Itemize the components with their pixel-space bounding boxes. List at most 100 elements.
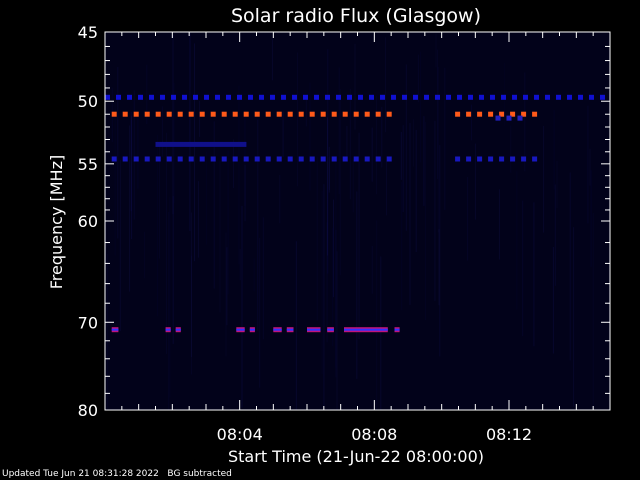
band-mark [287,111,293,117]
band-mark [232,111,238,117]
noise-streak [381,106,383,168]
noise-streak [413,119,415,167]
noise-streak [371,245,373,294]
band-mark [254,111,260,117]
band-mark [193,94,198,100]
noise-streak [553,110,555,190]
band-mark [353,111,359,117]
band-mark [309,111,315,117]
noise-streak [376,95,378,195]
noise-streak [327,117,328,256]
noise-streak [556,160,558,208]
noise-streak [471,104,473,141]
band-mark [221,111,227,117]
footer-status: Updated Tue Jun 21 08:31:28 2022 BG subt… [2,469,232,479]
band-core [286,328,294,331]
noise-streak [438,229,440,306]
band-mark [188,111,194,117]
noise-streak [409,123,411,305]
band-mark [386,111,392,117]
noise-streak [400,132,402,180]
band-mark [358,94,363,100]
noise-streak [172,34,174,215]
noise-streak [405,64,407,231]
band-mark [298,111,304,117]
noise-streak [161,106,163,157]
noise-streak [349,88,351,200]
noise-streak [335,157,337,368]
x-tick-label: 08:08 [351,425,397,444]
band-mark [517,115,523,121]
band-core [327,328,334,331]
noise-streak [244,164,246,222]
band-mark [386,156,392,162]
band-mark [455,156,461,162]
x-axis-ticks: 08:04 08:08 08:12 [121,32,594,444]
noise-streak [199,101,201,137]
noise-streak [225,232,227,357]
noise-streak [326,222,328,343]
band-mark [331,111,337,117]
noise-streak [297,52,298,187]
band-mark [506,115,512,121]
band-mark [466,111,472,117]
band-core [249,328,255,331]
band-mark [320,111,326,117]
band-mark [380,94,385,100]
noise-streak [339,89,341,276]
noise-streak [257,119,259,331]
noise-streak [157,134,159,317]
noise-streak [417,54,419,103]
band-mark [144,156,150,162]
band-mark [276,156,282,162]
band-mark [155,111,161,117]
band-mark [259,94,264,100]
noise-streak [437,49,438,180]
noise-streak [227,150,229,295]
band-mark [281,94,286,100]
noise-streak [117,67,119,239]
band-mark [556,94,561,100]
noise-streak [271,38,273,81]
noise-streak [533,202,535,347]
band-mark [166,156,172,162]
y-tick-label: 70 [78,313,98,332]
band-mark [133,156,139,162]
band-mark [287,156,293,162]
noise-streak [552,247,554,354]
band-mark [270,94,275,100]
noise-streak [226,247,228,326]
noise-streak [352,159,354,213]
band-mark [292,94,297,100]
noise-streak [309,82,311,191]
footer-bg-subtracted: BG subtracted [167,469,232,479]
noise-streak [233,139,234,188]
noise-streak [573,227,575,407]
band-mark [468,94,473,100]
noise-streak [105,142,107,265]
band-mark [375,156,381,162]
y-tick-label: 45 [78,23,98,42]
noise-streak [321,191,323,375]
noise-streak [333,199,334,298]
noise-streak [119,159,121,332]
noise-streak [189,32,191,232]
band-mark [166,111,172,117]
band-mark [479,94,484,100]
footer-updated: Updated Tue Jun 21 08:31:28 2022 [2,469,159,479]
band-mark [221,156,227,162]
band-mark [188,156,194,162]
band-core [344,328,388,331]
band-mark [226,94,231,100]
noise-streak [282,111,284,158]
noise-streak [376,220,378,410]
band-mark [466,156,472,162]
band-mark [149,94,154,100]
band-mark [210,156,216,162]
band-mark [199,111,205,117]
noise-streak [510,125,512,173]
noise-streak [358,132,360,340]
band-mark [347,94,352,100]
band-mark [501,94,506,100]
band-mark [325,94,330,100]
